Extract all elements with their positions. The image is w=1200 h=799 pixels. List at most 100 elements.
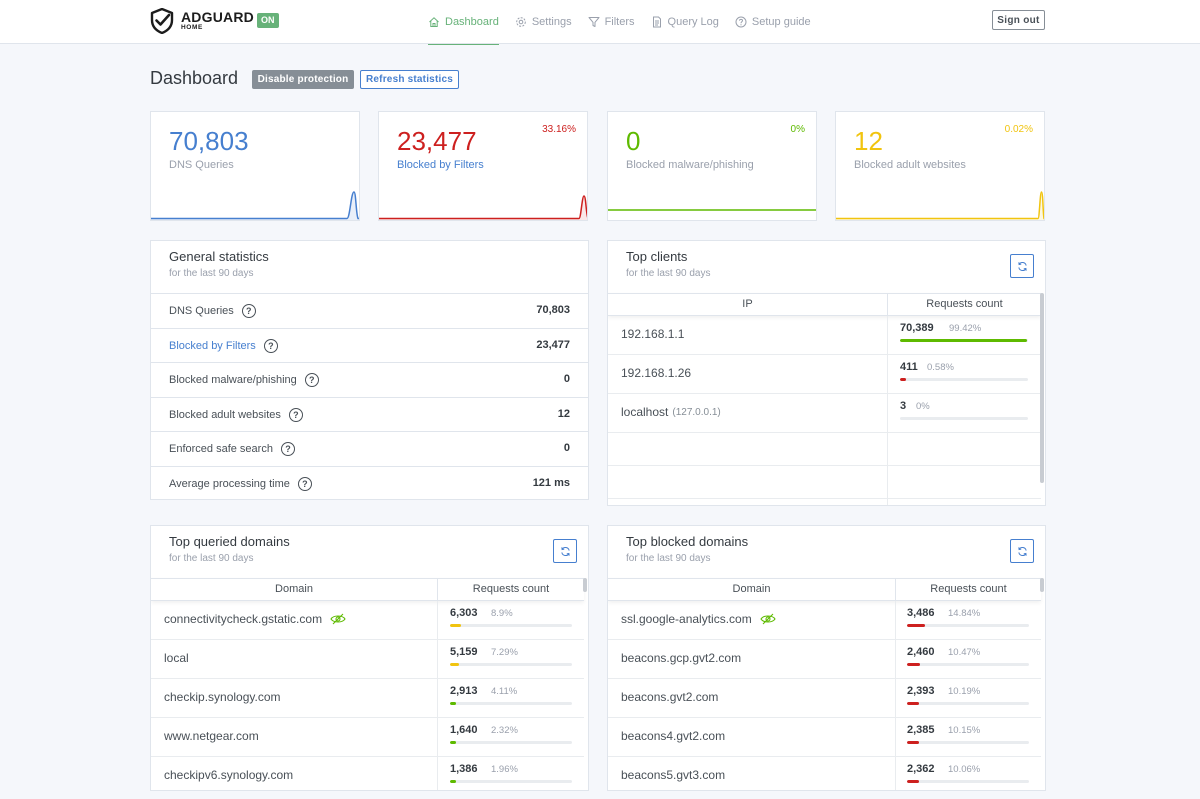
- request-percent: 99.42%: [949, 323, 982, 334]
- scrollbar-thumb[interactable]: [1040, 293, 1044, 483]
- help-icon[interactable]: ?: [304, 373, 319, 387]
- counter-label: Blocked adult websites: [854, 159, 966, 171]
- column-header-requests[interactable]: Requests count: [930, 583, 1007, 595]
- request-percent: 1.96%: [491, 764, 518, 775]
- request-count: 1,640: [450, 724, 478, 736]
- logo-title: ADGUARD: [181, 9, 254, 26]
- domain-name[interactable]: ssl.google-analytics.com: [621, 612, 752, 626]
- column-divider: [887, 316, 888, 505]
- column-header-requests[interactable]: Requests count: [472, 583, 550, 595]
- help-icon[interactable]: ?: [280, 442, 295, 456]
- column-header-requests[interactable]: Requests count: [926, 298, 1003, 310]
- stat-label: Blocked malware/phishing: [169, 374, 297, 386]
- domain-name[interactable]: beacons4.gvt2.com: [621, 729, 726, 743]
- disable-protection-button[interactable]: Disable protection: [252, 70, 354, 89]
- eye-slash-icon[interactable]: [330, 613, 346, 625]
- refresh-icon: [1017, 261, 1027, 271]
- client-ip[interactable]: 192.168.1.26: [621, 366, 692, 380]
- request-bar-fill: [450, 780, 457, 783]
- column-header-domain[interactable]: Domain: [275, 583, 313, 595]
- nav-label: Query Log: [667, 16, 719, 28]
- domain-name[interactable]: checkip.synology.com: [164, 690, 281, 704]
- counter-blocked-adult: 12 Blocked adult websites 0.02%: [835, 111, 1045, 221]
- domain-name[interactable]: www.netgear.com: [164, 729, 259, 743]
- protection-status-badge: ON: [257, 13, 279, 28]
- request-percent: 10.06%: [948, 764, 981, 775]
- main-nav: Dashboard Settings Filters Query Log Set…: [420, 0, 819, 45]
- scrollbar-thumb[interactable]: [1040, 578, 1044, 592]
- counter-label[interactable]: Blocked by Filters: [397, 159, 484, 171]
- table-row: 192.168.1.1 70,389 99.42%: [608, 316, 1041, 355]
- request-bar-fill: [450, 702, 457, 705]
- card-subtitle: for the last 90 days: [169, 553, 254, 564]
- counter-value: 0: [626, 126, 641, 156]
- stat-label: DNS Queries: [169, 305, 234, 317]
- column-divider: [895, 601, 896, 790]
- column-header-domain[interactable]: Domain: [732, 583, 771, 595]
- sign-out-button[interactable]: Sign out: [992, 10, 1045, 30]
- table-row: localhost (127.0.0.1) 3 0%: [608, 394, 1041, 433]
- refresh-statistics-button[interactable]: Refresh statistics: [360, 70, 459, 89]
- help-icon[interactable]: ?: [241, 304, 256, 318]
- nav-filters[interactable]: Filters: [580, 0, 643, 44]
- table-header: IP Requests count: [608, 293, 1041, 317]
- domain-name[interactable]: beacons.gvt2.com: [621, 690, 719, 704]
- request-percent: 8.9%: [491, 608, 513, 619]
- request-count: 3: [900, 400, 907, 412]
- nav-label: Settings: [531, 16, 572, 28]
- request-bar-fill: [907, 624, 926, 627]
- domain-name[interactable]: local: [164, 651, 189, 665]
- table-row-empty: [608, 433, 1041, 466]
- refresh-button[interactable]: [1010, 254, 1034, 278]
- request-percent: 0.58%: [927, 362, 954, 373]
- request-bar-fill: [900, 339, 1028, 342]
- refresh-button[interactable]: [1010, 539, 1034, 563]
- adguard-logo[interactable]: ADGUARD HOME: [150, 8, 254, 34]
- table-row: 192.168.1.26 411 0.58%: [608, 355, 1041, 394]
- refresh-icon: [1017, 546, 1027, 556]
- stat-label[interactable]: Blocked by Filters: [169, 340, 256, 352]
- domain-name[interactable]: checkipv6.synology.com: [164, 768, 294, 782]
- counter-label: DNS Queries: [169, 159, 234, 171]
- help-icon[interactable]: ?: [288, 408, 303, 422]
- refresh-icon: [560, 546, 570, 556]
- table-row: connectivitycheck.gstatic.com 6,303 8.9%: [151, 601, 584, 640]
- request-bar: [907, 624, 1029, 627]
- column-divider: [437, 601, 438, 790]
- refresh-button[interactable]: [553, 539, 577, 563]
- domain-name[interactable]: connectivitycheck.gstatic.com: [164, 612, 323, 626]
- client-ip[interactable]: localhost: [621, 405, 669, 419]
- page-title: Dashboard: [150, 68, 239, 88]
- nav-label: Dashboard: [445, 16, 499, 28]
- domain-name[interactable]: beacons5.gvt3.com: [621, 768, 726, 782]
- client-ip-detail: (127.0.0.1): [672, 406, 721, 418]
- request-count: 411: [900, 361, 918, 373]
- request-bar: [450, 741, 572, 744]
- card-subtitle: for the last 90 days: [626, 553, 711, 564]
- top-navbar: ADGUARD HOME ON Dashboard Settings Filte…: [0, 0, 1200, 45]
- request-count: 2,913: [450, 685, 478, 697]
- request-count: 70,389: [900, 322, 934, 334]
- help-icon[interactable]: ?: [263, 339, 278, 353]
- request-percent: 0%: [916, 401, 930, 412]
- nav-setup-guide[interactable]: Setup guide: [727, 0, 819, 44]
- request-bar: [450, 624, 572, 627]
- counter-value: 70,803: [169, 126, 249, 156]
- client-ip[interactable]: 192.168.1.1: [621, 327, 685, 341]
- sparkline-dns-queries: [151, 191, 359, 220]
- counter-blocked-filters: 23,477 Blocked by Filters 33.16%: [378, 111, 588, 221]
- request-bar: [907, 780, 1029, 783]
- domain-name[interactable]: beacons.gcp.gvt2.com: [621, 651, 742, 665]
- request-bar: [907, 741, 1029, 744]
- card-subtitle: for the last 90 days: [626, 268, 711, 279]
- card-title: Top clients: [626, 249, 688, 264]
- scrollbar-thumb[interactable]: [583, 578, 587, 592]
- top-queried-domains-card: Top queried domains for the last 90 days…: [150, 525, 589, 791]
- nav-settings[interactable]: Settings: [507, 0, 580, 44]
- nav-query-log[interactable]: Query Log: [643, 0, 727, 44]
- request-bar: [900, 339, 1028, 342]
- nav-dashboard[interactable]: Dashboard: [420, 0, 507, 45]
- help-icon[interactable]: ?: [297, 477, 312, 491]
- eye-slash-icon[interactable]: [760, 613, 776, 625]
- column-header-ip[interactable]: IP: [742, 298, 753, 310]
